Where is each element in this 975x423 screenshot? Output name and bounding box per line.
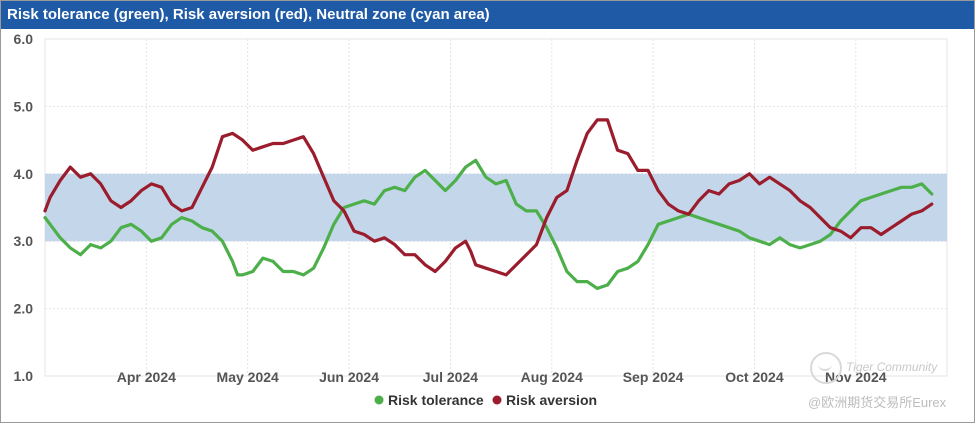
watermark-handle: @欧洲期货交易所Eurex — [808, 395, 947, 410]
y-tick-label: 1.0 — [14, 368, 34, 384]
y-tick-label: 3.0 — [14, 233, 34, 249]
x-tick-label: Sep 2024 — [623, 369, 684, 385]
title-bar: Risk tolerance (green), Risk aversion (r… — [1, 1, 974, 29]
x-tick-label: Apr 2024 — [117, 369, 176, 385]
risk-aversion-line — [43, 118, 934, 277]
series-layer — [43, 118, 934, 290]
x-tick-label: Oct 2024 — [725, 369, 784, 385]
x-tick-label: May 2024 — [217, 369, 279, 385]
x-tick-label: Jul 2024 — [423, 369, 478, 385]
legend-marker-icon — [492, 395, 502, 405]
legend-label: Risk aversion — [506, 392, 597, 408]
watermark-community: Tiger Community — [846, 360, 938, 374]
legend-marker-icon — [374, 395, 384, 405]
y-tick-label: 4.0 — [14, 166, 34, 182]
x-tick-label: Aug 2024 — [521, 369, 583, 385]
line-chart: 1.0 2.0 3.0 4.0 5.0 6.0 Apr 2024 May 2024 Jun 2… — [14, 31, 948, 408]
legend: Risk tolerance Risk aversion — [374, 392, 597, 408]
risk-tolerance-line — [43, 158, 934, 290]
y-axis-ticks: 1.0 2.0 3.0 4.0 5.0 6.0 — [14, 31, 34, 384]
y-tick-label: 5.0 — [14, 98, 34, 114]
legend-label: Risk tolerance — [388, 392, 484, 408]
chart-title: Risk tolerance (green), Risk aversion (r… — [7, 6, 490, 23]
x-axis-ticks: Apr 2024 May 2024 Jun 2024 Jul 2024 Aug 2024… — [117, 369, 887, 385]
y-tick-label: 6.0 — [14, 31, 34, 47]
y-tick-label: 2.0 — [14, 301, 34, 317]
x-tick-label: Jun 2024 — [319, 369, 379, 385]
watermark: Tiger Community @欧洲期货交易所Eurex — [808, 352, 958, 412]
tiger-logo-icon — [810, 352, 842, 384]
